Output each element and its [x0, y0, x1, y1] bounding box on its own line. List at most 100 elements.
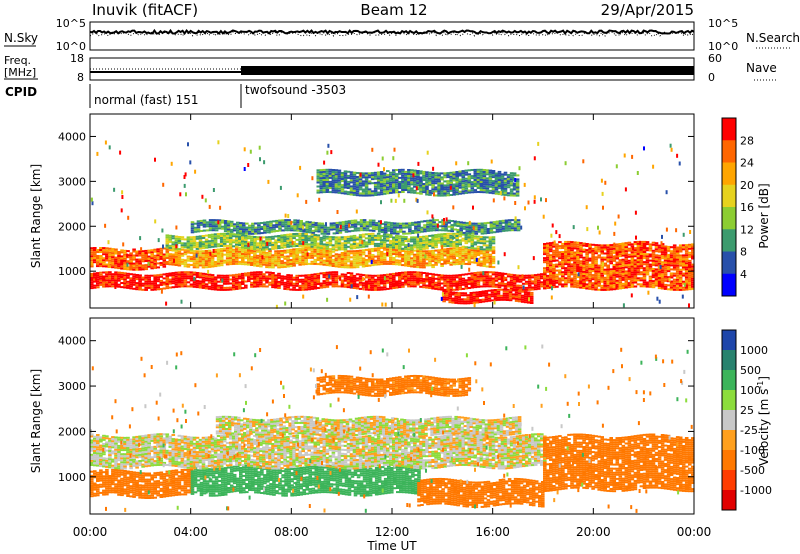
heatmap-cell [284, 229, 288, 232]
heatmap-cell [331, 271, 336, 274]
heatmap-cell [141, 254, 145, 257]
heatmap-cell [408, 228, 412, 231]
heatmap-cell [259, 279, 263, 282]
heatmap-cell [395, 234, 399, 237]
heatmap-cell [474, 226, 479, 229]
heatmap-cell [437, 284, 441, 287]
heatmap-cell [298, 238, 302, 241]
heatmap-cell [364, 259, 369, 261]
heatmap-cell [645, 281, 650, 284]
heatmap-cell [500, 272, 505, 275]
heatmap-cell [585, 243, 589, 245]
heatmap-cell [323, 232, 328, 235]
heatmap-cell [235, 285, 239, 288]
heatmap-cell [564, 271, 568, 274]
heatmap-cell [352, 266, 357, 269]
heatmap-cell [660, 247, 665, 250]
heatmap-cell [423, 228, 427, 231]
heatmap-cell [316, 189, 321, 192]
heatmap-cell [463, 300, 468, 303]
heatmap-cell [423, 220, 427, 223]
heatmap-cell [651, 272, 656, 275]
heatmap-cell [398, 251, 402, 254]
heatmap-cell [289, 261, 293, 263]
heatmap-cell [573, 279, 577, 282]
heatmap-cell [398, 191, 402, 194]
heatmap-cell [543, 281, 547, 284]
heatmap-cell [219, 240, 224, 243]
heatmap-cell [204, 254, 209, 256]
heatmap-cell [675, 274, 680, 277]
heatmap-cell [642, 255, 647, 258]
heatmap-cell [488, 271, 493, 274]
heatmap-cell [364, 188, 369, 191]
heatmap-cell [346, 286, 351, 289]
heatmap-cell [253, 262, 257, 265]
heatmap-cell [180, 277, 185, 280]
heatmap-cell [373, 274, 378, 277]
heatmap-cell [675, 288, 680, 291]
heatmap-cell [456, 225, 460, 227]
heatmap-cell [358, 251, 363, 254]
heatmap-cell [609, 250, 613, 253]
heatmap-cell [413, 181, 417, 184]
heatmap-cell [663, 267, 668, 270]
heatmap-cell [358, 277, 363, 280]
heatmap-cell [416, 258, 420, 260]
heatmap-cell [567, 267, 571, 270]
heatmap-cell [437, 237, 441, 240]
heatmap-cell [132, 254, 136, 257]
heatmap-cell [313, 244, 318, 247]
heatmap-cell [461, 279, 466, 282]
heatmap-cell [570, 263, 574, 266]
heatmap-cell [283, 283, 287, 286]
heatmap-cell [99, 263, 103, 266]
heatmap-cell [370, 194, 375, 197]
heatmap-cell [341, 221, 346, 224]
heatmap-cell [642, 243, 647, 245]
heatmap-cell [367, 258, 372, 261]
heatmap-cell [663, 269, 668, 272]
heatmap-cell [621, 264, 626, 267]
heatmap-cell [594, 272, 598, 275]
heatmap-cell [180, 285, 185, 288]
heatmap-cell [207, 257, 212, 260]
heatmap-cell [648, 283, 653, 286]
heatmap-cell [253, 256, 257, 259]
heatmap-cell [481, 290, 486, 293]
heatmap-cell [289, 276, 293, 279]
heatmap-cell [382, 180, 387, 183]
heatmap-cell [362, 219, 367, 222]
heatmap-cell [102, 257, 106, 260]
heatmap-cell [660, 243, 665, 246]
heatmap-cell [283, 246, 287, 249]
heatmap-cell [376, 284, 381, 287]
heatmap-cell [597, 254, 601, 257]
heatmap-cell [437, 249, 441, 252]
heatmap-cell [582, 258, 586, 261]
heatmap-cell [390, 230, 394, 233]
heatmap-cell [287, 219, 291, 222]
heatmap-cell [488, 277, 493, 280]
heatmap-cell [654, 270, 659, 273]
heatmap-cell [244, 274, 248, 277]
heatmap-cell [561, 279, 565, 282]
heatmap-cell [498, 228, 503, 231]
heatmap-cell [177, 238, 182, 240]
heatmap-cell [678, 282, 683, 285]
heatmap-cell [386, 243, 390, 246]
heatmap-cell [401, 283, 405, 286]
heatmap-cell [432, 225, 436, 228]
heatmap-cell [419, 279, 423, 282]
heatmap-cell [428, 245, 432, 247]
heatmap-cell [434, 285, 438, 288]
heatmap-cell [684, 266, 689, 269]
heatmap-cell [609, 244, 613, 247]
heatmap-cell [239, 232, 243, 235]
heatmap-cell [395, 272, 399, 275]
heatmap-cell [370, 248, 375, 250]
heatmap-cell [349, 177, 354, 180]
heatmap-cell [473, 253, 478, 256]
heatmap-cell [343, 273, 348, 276]
heatmap-cell [323, 230, 328, 233]
